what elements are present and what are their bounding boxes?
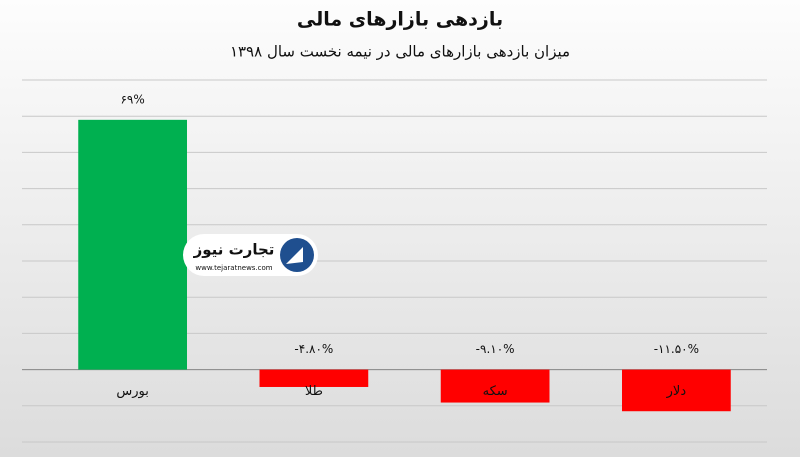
- watermark: تجارت نیوز www.tejaratnews.com: [183, 234, 318, 276]
- chart-title: بازدهی بازارهای مالی: [297, 9, 503, 31]
- watermark-name: تجارت نیوز: [193, 241, 275, 259]
- bar: [78, 119, 187, 370]
- x-tick-label: سکه: [483, 384, 508, 399]
- chart-subtitle: میزان بازدهی بازارهای مالی در نیمه نخست …: [230, 43, 570, 61]
- value-label: ۶۹%: [120, 92, 144, 106]
- value-label: -۴.۸۰%: [294, 342, 333, 356]
- x-tick-label: طلا: [305, 384, 323, 399]
- value-label: -۹.۱۰%: [476, 342, 515, 356]
- x-tick-label: بورس: [116, 384, 148, 399]
- watermark-logo-arrow: [286, 247, 303, 264]
- x-tick-label: دلار: [666, 384, 687, 399]
- bar: [440, 369, 550, 403]
- bar: [259, 369, 369, 387]
- value-label: -۱۱.۵۰%: [654, 342, 699, 356]
- bar: [622, 369, 731, 412]
- watermark-url: www.tejaratnews.com: [195, 264, 272, 272]
